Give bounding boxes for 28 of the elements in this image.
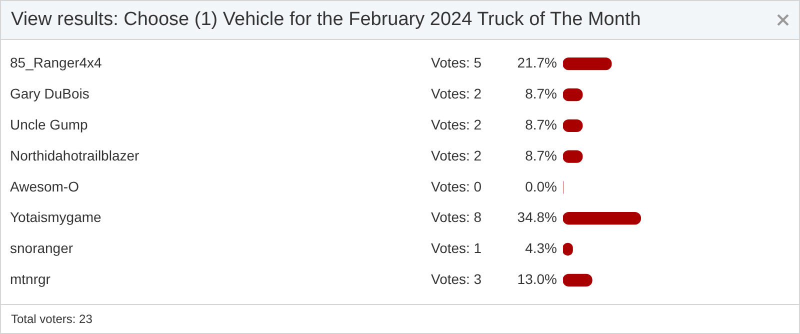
text: Votes: 2 <box>431 116 482 133</box>
y-tick-label: Gary DuBois <box>10 86 90 102</box>
y-tick-label: mtnrgr <box>10 271 51 288</box>
data-label: 4.3% <box>525 240 557 256</box>
text: Votes: 1 <box>431 240 482 256</box>
text: Votes: 0 <box>431 178 482 194</box>
text: Votes: 5 <box>431 54 482 71</box>
y-tick-label: Northidahotrailblazer <box>10 147 140 164</box>
data-label: 34.8% <box>517 209 557 226</box>
text: Votes: 2 <box>431 147 482 164</box>
text: Votes: 3 <box>431 271 482 288</box>
text: View results: Choose (1) Vehicle for the February 2024 Truck of The Month <box>11 9 641 31</box>
bar <box>563 212 642 225</box>
data-label: 0.0% <box>525 178 557 194</box>
y-tick-label: Awesom-O <box>10 178 80 194</box>
data-label: 8.7% <box>525 116 557 133</box>
text: Votes: 8 <box>431 209 482 226</box>
y-tick-label: Yotaismygame <box>10 209 102 226</box>
y-tick-label: Uncle Gump <box>10 116 88 133</box>
y-tick-label: snoranger <box>10 240 74 256</box>
data-label: 8.7% <box>525 86 557 102</box>
text: Votes: 2 <box>431 86 482 102</box>
text: Total voters: 23 <box>11 312 92 326</box>
data-label: 13.0% <box>517 271 557 288</box>
data-label: 8.7% <box>525 147 557 164</box>
y-tick-label: 85_Ranger4x4 <box>10 54 102 71</box>
data-label: 21.7% <box>517 54 557 71</box>
bar <box>563 58 612 70</box>
